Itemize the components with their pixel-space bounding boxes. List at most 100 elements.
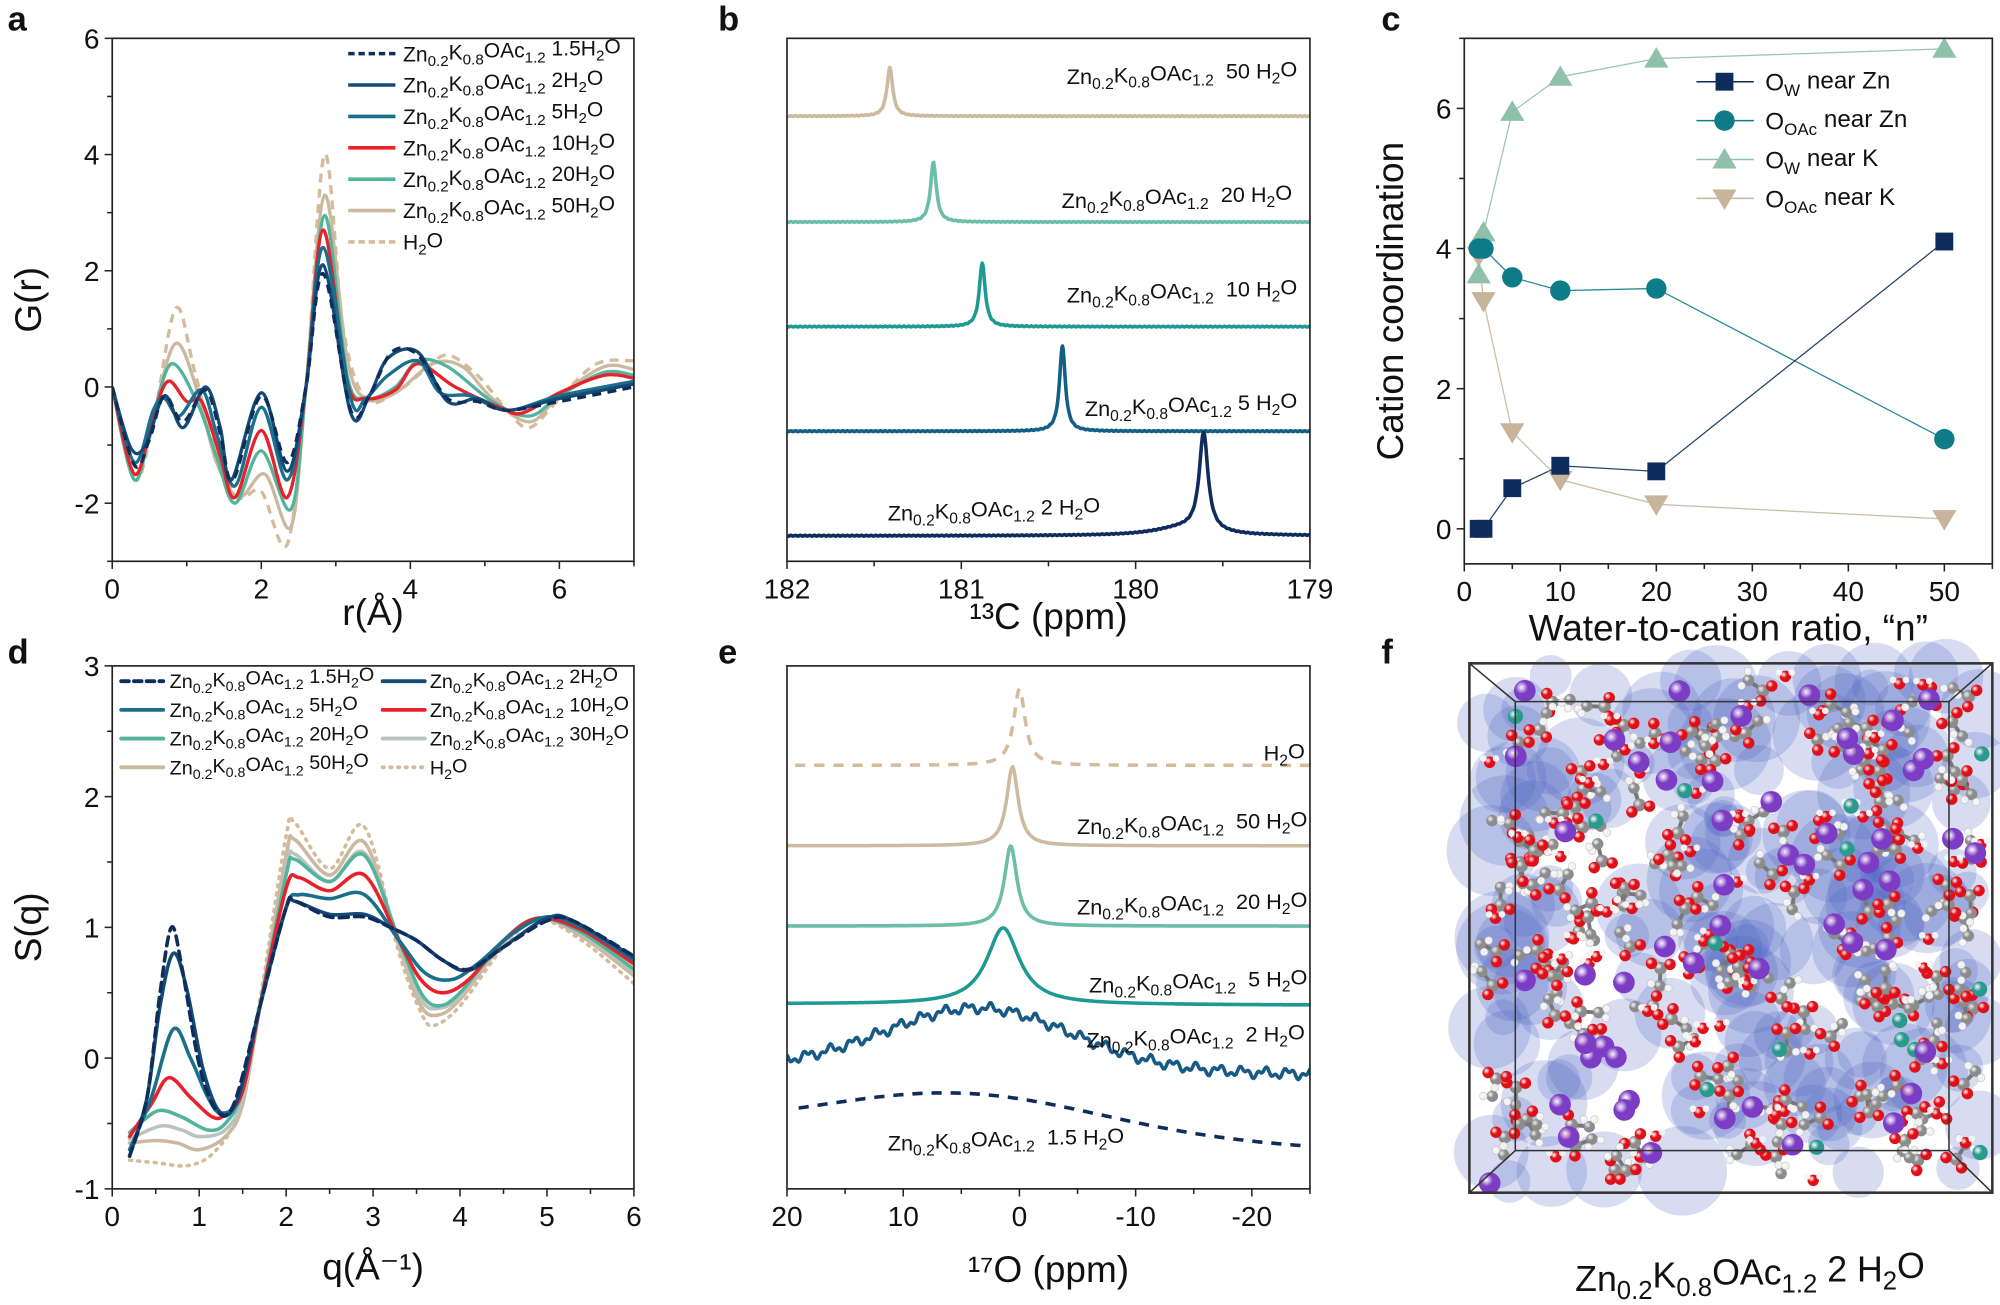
carbon-atom — [1586, 1133, 1598, 1145]
legend-label: Zn0.2K0.8OAc1.2 2H2O — [403, 67, 603, 101]
data-point — [1503, 479, 1522, 498]
oxygen-atom — [1490, 955, 1503, 968]
y-tick-label: 2 — [84, 256, 100, 287]
hydrogen-atom — [1964, 1061, 1973, 1070]
hydrogen-atom — [1775, 1128, 1784, 1138]
potassium-atom — [1882, 709, 1904, 732]
hydrogen-atom — [1877, 730, 1885, 738]
oxygen-atom — [1667, 1002, 1679, 1015]
hydrogen-atom — [1729, 1101, 1738, 1110]
hydrogen-atom — [1644, 736, 1651, 743]
potassium-atom — [1878, 870, 1901, 892]
series-line — [127, 895, 634, 1158]
water-oxygen-atom — [1893, 678, 1906, 690]
spectrum-label: H2O — [1264, 738, 1305, 769]
hydrogen-atom — [1908, 841, 1915, 848]
carbon-atom — [1694, 1069, 1707, 1083]
potassium-atom — [1730, 705, 1753, 727]
oxygen-atom — [1932, 873, 1944, 886]
oxygen-atom — [1806, 1000, 1819, 1013]
hydrogen-atom — [1579, 1115, 1588, 1124]
water-density-blob — [1852, 669, 1889, 706]
carbon-atom — [1539, 806, 1551, 819]
oxygen-atom — [1833, 869, 1846, 881]
oxygen-atom — [1537, 951, 1550, 964]
hydrogen-atom — [1925, 677, 1933, 685]
hydrogen-atom — [1816, 1173, 1823, 1180]
carbon-atom — [1903, 1002, 1915, 1015]
water-oxygen-atom — [1489, 912, 1502, 924]
carbon-atom — [1931, 1017, 1943, 1029]
hydrogen-atom — [1964, 738, 1973, 747]
water-oxygen-atom — [1641, 1005, 1654, 1018]
potassium-atom — [1942, 827, 1964, 850]
water-oxygen-atom — [1648, 737, 1660, 750]
oxygen-atom — [1889, 986, 1901, 999]
carbon-atom — [1684, 724, 1698, 738]
carbon-atom — [1784, 977, 1796, 989]
x-axis-title: ¹³C (ppm) — [969, 596, 1127, 637]
oxygen-atom — [1541, 687, 1553, 700]
simulation-box — [1468, 662, 1994, 1194]
potassium-atom — [1627, 751, 1650, 773]
potassium-atom — [1653, 935, 1676, 958]
spectrum-line — [786, 844, 1310, 928]
oxygen-atom — [1569, 1150, 1581, 1162]
hydrogen-atom — [1871, 746, 1879, 754]
potassium-atom — [1605, 1046, 1627, 1068]
hydrogen-atom — [1934, 783, 1943, 792]
hydrogen-atom — [1490, 1083, 1499, 1092]
hydrogen-atom — [1809, 707, 1816, 715]
potassium-atom — [1713, 1107, 1736, 1130]
oxygen-atom — [1814, 1027, 1827, 1040]
oxygen-atom — [1730, 723, 1742, 736]
potassium-atom — [1554, 820, 1577, 843]
spectrum-line — [786, 430, 1310, 538]
hydrogen-atom — [1957, 976, 1966, 985]
water-oxygen-atom — [1857, 811, 1869, 823]
oxygen-atom — [1523, 834, 1536, 846]
oxygen-atom — [1870, 805, 1883, 817]
carbon-atom — [1699, 740, 1711, 752]
hydrogen-atom — [1686, 864, 1695, 873]
hydrogen-atom — [1744, 667, 1753, 676]
hydrogen-atom — [1816, 809, 1823, 817]
hydrogen-atom — [1774, 1160, 1783, 1170]
water-oxygen-atom — [1714, 1020, 1726, 1032]
x-tick-label: 4 — [452, 1201, 468, 1232]
carbon-atom — [1665, 1012, 1678, 1026]
carbon-atom — [1610, 750, 1623, 763]
hydrogen-atom — [1958, 1022, 1967, 1031]
carbon-atom — [1930, 970, 1944, 984]
oxygen-atom — [1626, 806, 1638, 818]
carbon-atom — [1731, 960, 1745, 973]
hydrogen-atom — [1492, 755, 1500, 762]
oxygen-atom — [1889, 890, 1901, 903]
plot-area — [786, 687, 1310, 1148]
panel-letter-a: a — [8, 1, 28, 39]
oxygen-atom — [1662, 828, 1674, 841]
data-point — [1550, 280, 1571, 301]
carbon-atom — [1940, 878, 1954, 892]
carbon-atom — [1539, 867, 1552, 879]
hydrogen-atom — [1597, 904, 1604, 912]
oxygen-atom — [1886, 738, 1898, 751]
hydrogen-atom — [1670, 810, 1679, 819]
oxygen-atom — [1630, 1163, 1642, 1176]
oxygen-atom — [1532, 934, 1544, 946]
carbon-atom — [1513, 949, 1526, 961]
hydrogen-atom — [1613, 895, 1622, 904]
water-oxygen-atom — [1862, 747, 1875, 760]
series-line — [127, 895, 634, 1158]
oxygen-atom — [1798, 882, 1810, 895]
hydrogen-atom — [1939, 684, 1948, 693]
oxygen-atom — [1719, 752, 1732, 765]
oxygen-atom — [1482, 988, 1494, 1001]
hydrogen-atom — [1721, 732, 1730, 741]
carbon-atom — [1707, 899, 1719, 912]
zinc-atom — [1677, 783, 1693, 799]
carbon-atom — [1610, 1149, 1623, 1162]
hydrogen-atom — [1914, 1118, 1923, 1127]
hydrogen-atom — [1622, 934, 1631, 943]
hydrogen-atom — [1563, 704, 1573, 713]
